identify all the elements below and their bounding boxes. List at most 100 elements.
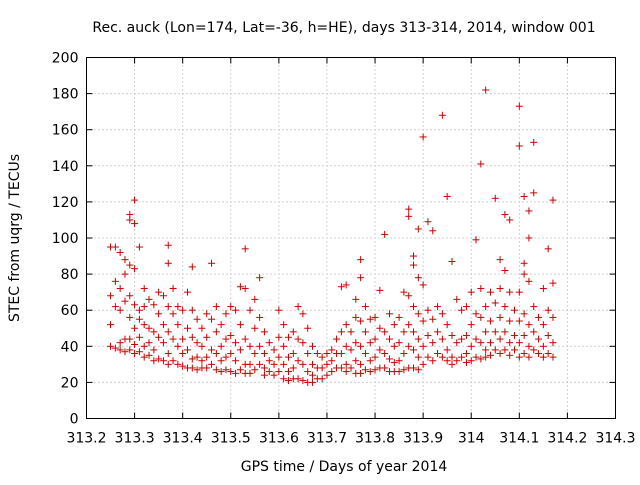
data-point [453,357,461,365]
data-point [217,321,225,329]
data-point [395,313,403,321]
data-point [131,196,139,204]
data-point [482,353,490,361]
data-point [496,313,504,321]
data-point [438,111,446,119]
data-point [179,362,187,370]
data-point [164,360,172,368]
data-point [241,245,249,253]
data-point [208,259,216,267]
data-point [496,256,504,264]
data-point [236,346,244,354]
data-point [232,369,240,377]
data-point [530,189,538,197]
data-point [424,331,432,339]
chart-title: Rec. auck (Lon=174, Lat=-36, h=HE), days… [92,20,595,36]
data-point [371,353,379,361]
data-point [357,342,365,350]
data-point [357,317,365,325]
data-point [111,277,119,285]
data-point [203,310,211,318]
data-point [169,310,177,318]
data-point [453,295,461,303]
data-point [140,342,148,350]
data-point [501,328,509,336]
data-point [525,342,533,350]
data-point [467,357,475,365]
data-point [535,335,543,343]
data-point [347,346,355,354]
data-point [232,339,240,347]
data-point [496,350,504,358]
data-point [116,346,124,354]
data-point [169,357,177,365]
data-point [472,353,480,361]
data-point [183,346,191,354]
data-point [111,344,119,352]
data-point [155,288,163,296]
data-point [357,369,365,377]
data-point [520,259,528,267]
data-point [188,355,196,363]
data-point [530,328,538,336]
data-point [496,335,504,343]
data-point [506,351,514,359]
data-point [140,285,148,293]
data-point [390,342,398,350]
data-point [275,306,283,314]
data-point [328,368,336,376]
data-point [328,346,336,354]
data-point [342,342,350,350]
data-point [299,310,307,318]
x-tick-label: 314 [458,431,485,447]
data-point [270,371,278,379]
data-point [400,366,408,374]
data-point [222,366,230,374]
data-point [506,317,514,325]
data-point [515,102,523,110]
data-point [159,339,167,347]
data-point [232,357,240,365]
data-point [116,285,124,293]
x-tick-label: 313.7 [307,431,347,447]
x-tick-label: 313.6 [259,431,299,447]
data-point [212,350,220,358]
data-point [121,348,129,356]
data-point [337,283,345,291]
data-point [410,303,418,311]
data-point [222,310,230,318]
data-point [376,286,384,294]
data-point [174,342,182,350]
data-point [342,281,350,289]
data-point [342,360,350,368]
data-point [410,261,418,269]
data-point [309,378,317,386]
data-point [150,357,158,365]
data-point [405,212,413,220]
data-point [361,366,369,374]
data-point [309,342,317,350]
data-point [251,295,259,303]
data-point [145,339,153,347]
data-point [467,288,475,296]
data-point [486,288,494,296]
data-point [193,339,201,347]
data-point [107,342,115,350]
data-point [299,360,307,368]
data-point [284,333,292,341]
data-point [140,321,148,329]
data-point [414,225,422,233]
data-point [342,321,350,329]
data-point [381,230,389,238]
data-point [352,357,360,365]
data-point [366,368,374,376]
data-point [304,368,312,376]
data-point [193,353,201,361]
data-point [265,357,273,365]
y-tick-label: 60 [61,303,79,319]
data-point [352,339,360,347]
data-point [227,331,235,339]
data-point [410,328,418,336]
data-point [443,357,451,365]
data-point [159,321,167,329]
